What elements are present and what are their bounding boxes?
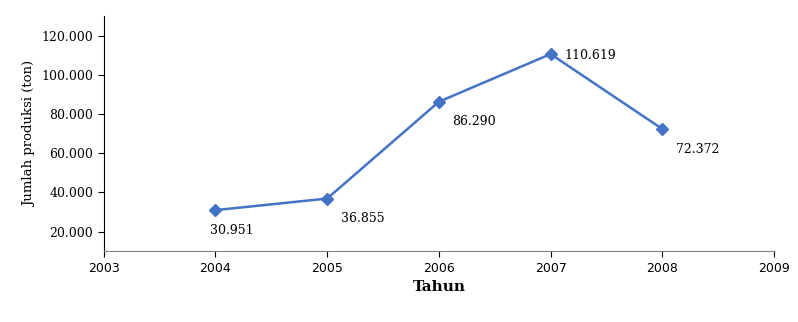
Y-axis label: Jumlah produksi (ton): Jumlah produksi (ton) <box>23 61 36 207</box>
Text: 72.372: 72.372 <box>676 143 719 156</box>
Text: 110.619: 110.619 <box>564 49 616 62</box>
Text: 30.951: 30.951 <box>210 224 254 237</box>
Text: 86.290: 86.290 <box>452 115 496 128</box>
X-axis label: Tahun: Tahun <box>413 280 465 294</box>
Text: 36.855: 36.855 <box>341 212 384 225</box>
